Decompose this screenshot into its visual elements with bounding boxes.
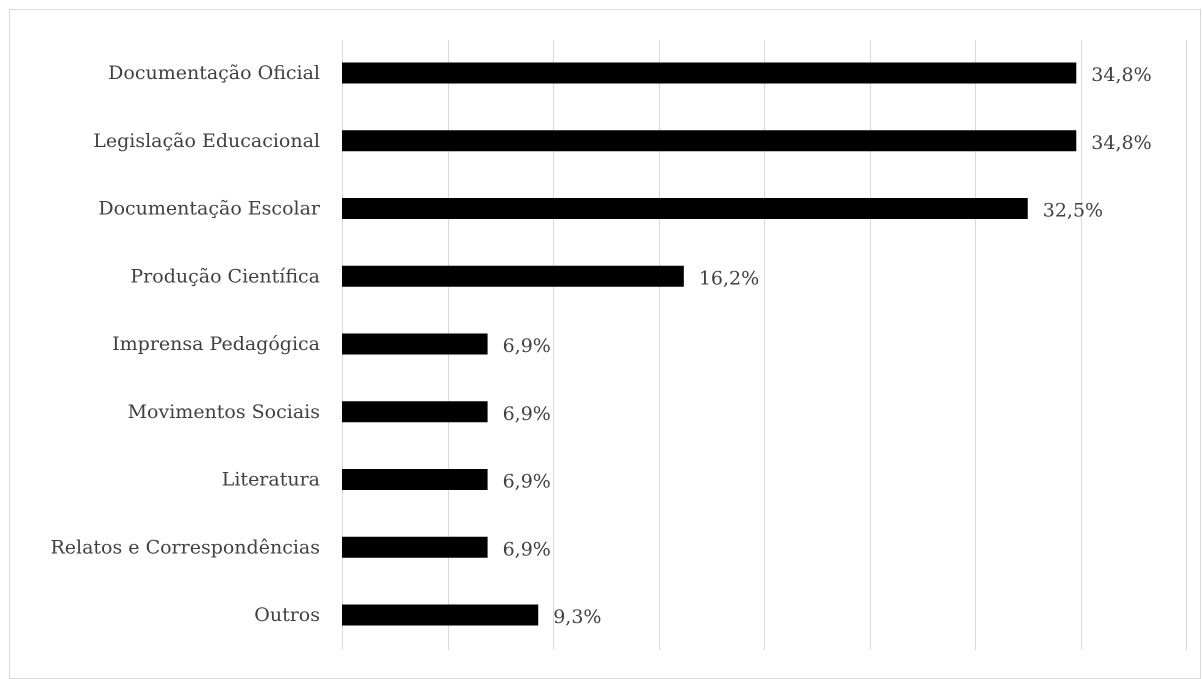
category-label-5: Movimentos Sociais	[128, 401, 320, 423]
value-label-5: 6,9%	[503, 403, 551, 425]
value-labels: 34,8% 34,8% 32,5% 16,2% 6,9% 6,9% 6,9% 6,9% 9,3%	[503, 64, 1152, 628]
bar-5	[342, 401, 488, 423]
bar-1	[342, 130, 1077, 152]
bar-6	[342, 469, 488, 490]
value-label-8: 9,3%	[553, 606, 601, 628]
category-label-7: Relatos e Correspondências	[50, 536, 320, 558]
value-label-4: 6,9%	[503, 335, 551, 357]
category-label-1: Legislação Educacional	[93, 130, 320, 152]
chart-frame	[9, 9, 1201, 679]
value-label-2: 32,5%	[1043, 200, 1103, 222]
bar-8	[342, 604, 539, 626]
category-label-2: Documentação Escolar	[98, 198, 321, 220]
value-label-0: 34,8%	[1091, 64, 1151, 86]
category-label-6: Literatura	[222, 469, 320, 491]
value-label-3: 16,2%	[699, 267, 759, 289]
bar-3	[342, 265, 684, 287]
bar-4	[342, 333, 488, 355]
category-label-4: Imprensa Pedagógica	[112, 333, 320, 355]
value-label-1: 34,8%	[1091, 132, 1151, 154]
bar-7	[342, 536, 488, 558]
bars	[342, 62, 1077, 626]
bar-0	[342, 62, 1077, 84]
category-labels: Documentação Oficial Legislação Educacion…	[50, 62, 320, 626]
value-label-7: 6,9%	[503, 538, 551, 560]
category-label-3: Produção Científica	[130, 265, 320, 287]
bar-2	[342, 198, 1028, 219]
category-label-0: Documentação Oficial	[108, 62, 320, 84]
value-label-6: 6,9%	[503, 471, 551, 493]
category-label-8: Outros	[254, 604, 320, 626]
